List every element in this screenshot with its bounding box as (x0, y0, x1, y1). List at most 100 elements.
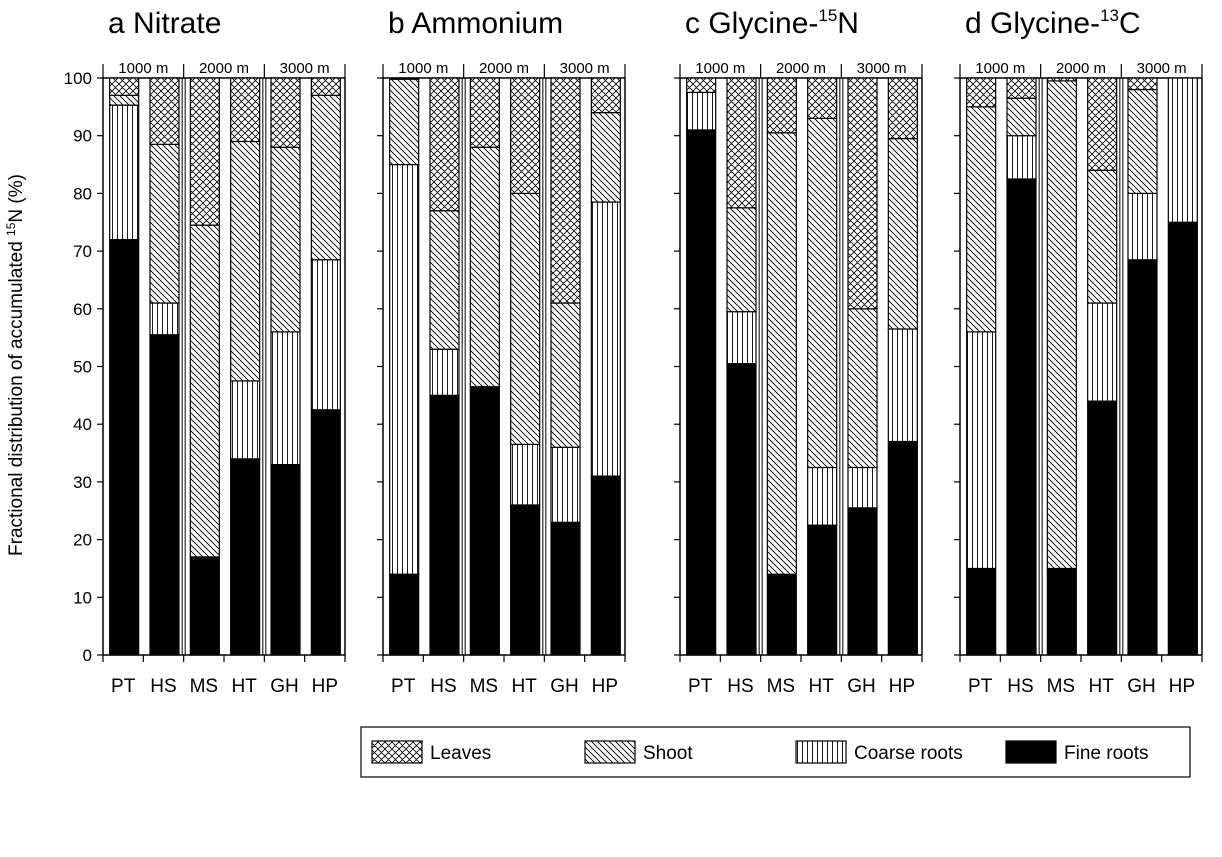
bar-segment-shoot (270, 146, 301, 333)
x-tick-label: HP (889, 676, 915, 697)
bar-segment-fine-roots (429, 394, 460, 656)
bar-segment-leaves (230, 77, 261, 143)
bar-segment-fine-roots (189, 556, 220, 656)
bar-segment-fine-roots (1167, 221, 1198, 656)
bar-segment-coarse-roots (149, 302, 180, 336)
panel-title-tail: N (837, 7, 859, 40)
x-tick-label: HP (312, 676, 338, 697)
bar-segment-coarse-roots (1087, 302, 1118, 402)
panel-title-text: Glycine- (708, 7, 818, 40)
bar-segment-shoot (189, 224, 220, 558)
bar-segment-leaves (270, 77, 301, 148)
y-tick-label: 80 (73, 184, 92, 203)
bar-segment-leaves (847, 77, 878, 310)
bar-segment-leaves (1127, 77, 1158, 91)
bar-segment-coarse-roots (726, 311, 757, 365)
elevation-group-label: 2000 m (1056, 60, 1106, 77)
bar-segment-leaves (149, 77, 180, 145)
y-tick-label: 10 (73, 588, 92, 607)
bar-segment-coarse-roots (1127, 192, 1158, 261)
bar-segment-fine-roots (550, 521, 581, 656)
y-tick-label: 90 (73, 127, 92, 146)
bar-segment-shoot (469, 146, 500, 388)
bar-segment-fine-roots (1006, 178, 1037, 656)
bar-segment-shoot (510, 192, 541, 445)
elevation-group-label: 1000 m (118, 60, 168, 77)
bar-segment-shoot (389, 78, 420, 166)
bar-segment-fine-roots (389, 573, 420, 656)
bar-segment-fine-roots (270, 463, 301, 656)
x-tick-label: HS (1007, 676, 1033, 697)
bar-segment-leaves (686, 77, 717, 94)
bar-segment-coarse-roots (686, 91, 717, 131)
y-tick-label: 0 (83, 646, 92, 665)
x-tick-label: GH (1127, 676, 1156, 697)
bar-segment-coarse-roots (966, 331, 997, 570)
x-tick-label: PT (391, 676, 416, 697)
bar-segment-coarse-roots (1167, 77, 1198, 223)
legend-label: Leaves (430, 743, 491, 764)
panel-b: b Ammonium 1000 m 2000 m 3000 m PT HS MS HT GH HP (377, 7, 626, 697)
bar-segment-coarse-roots (230, 380, 261, 460)
y-tick-label: 70 (73, 242, 92, 261)
bar-segment-shoot (590, 112, 621, 203)
bar-segment-fine-roots (109, 238, 140, 656)
bar-segment-fine-roots (807, 524, 838, 656)
bar-segment-shoot (149, 143, 180, 304)
bar-segment-leaves (189, 77, 220, 226)
bar-segment-coarse-roots (590, 201, 621, 477)
bar-segment-coarse-roots (389, 163, 420, 575)
panel-letter: c (685, 7, 708, 40)
x-tick-label: HP (1169, 676, 1195, 697)
elevation-group-label: 1000 m (695, 60, 745, 77)
y-axis-title: Fractional distribution of accumulated 1… (4, 174, 27, 556)
x-tick-label: HP (592, 676, 618, 697)
bar-segment-shoot (766, 132, 797, 575)
panel-title-tail: C (1119, 7, 1141, 40)
bar-segment-coarse-roots (510, 443, 541, 506)
x-tick-label: GH (270, 676, 299, 697)
bar-segment-fine-roots (726, 363, 757, 656)
elevation-group-label: 3000 m (280, 60, 330, 77)
bar-segment-leaves (1006, 77, 1037, 99)
elevation-group-label: 1000 m (398, 60, 448, 77)
y-tick-label: 20 (73, 531, 92, 550)
bar-segment-coarse-roots (310, 259, 341, 411)
elevation-group-label: 1000 m (975, 60, 1025, 77)
bar-segment-leaves (590, 77, 621, 114)
legend-swatch (584, 740, 636, 764)
panel-a: a Nitrate 0 10 20 30 40 50 60 70 80 90 100 1000 m 200… (64, 7, 346, 697)
bar-segment-leaves (469, 77, 500, 148)
elevation-group-label: 3000 m (857, 60, 907, 77)
y-tick-label: 50 (73, 358, 92, 377)
panel-title-text: Nitrate (133, 7, 221, 40)
bar-segment-leaves (550, 77, 581, 304)
bar-segment-fine-roots (1087, 400, 1118, 656)
bar-segment-shoot (109, 94, 140, 106)
bar-segment-shoot (230, 140, 261, 382)
bar-segment-coarse-roots (887, 328, 918, 443)
bar-segment-shoot (966, 106, 997, 333)
bar-segment-fine-roots (590, 475, 621, 656)
bar-segment-leaves (109, 77, 140, 96)
bar-segment-leaves (1087, 77, 1118, 171)
bar-segment-leaves (310, 77, 341, 96)
bar-segment-shoot (1006, 97, 1037, 137)
panel-title: c Glycine-15N (685, 6, 859, 40)
x-tick-label: GH (847, 676, 876, 697)
elevation-group-label: 2000 m (776, 60, 826, 77)
panel-letter: d (965, 7, 990, 40)
bar-segment-fine-roots (686, 129, 717, 656)
bar-segment-fine-roots (1127, 259, 1158, 656)
x-tick-label: PT (688, 676, 713, 697)
legend-label: Fine roots (1064, 743, 1148, 764)
elevation-group-label: 3000 m (560, 60, 610, 77)
x-tick-label: HT (809, 676, 835, 697)
bar-segment-fine-roots (310, 409, 341, 656)
bar-segment-fine-roots (847, 507, 878, 656)
x-tick-label: HS (727, 676, 753, 697)
bar-segment-coarse-roots (847, 466, 878, 509)
bar-segment-shoot (310, 94, 341, 261)
legend-swatch (1005, 740, 1057, 764)
